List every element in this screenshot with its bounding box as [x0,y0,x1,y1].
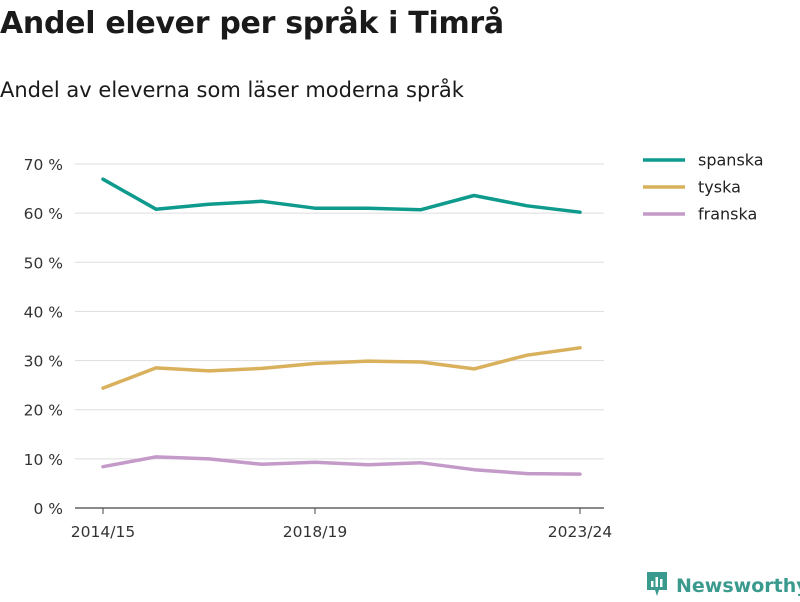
y-tick-label: 40 % [24,303,63,321]
x-tick-label: 2018/19 [283,523,347,541]
y-tick-label: 30 % [24,353,63,371]
x-tick-label: 2023/24 [548,523,612,541]
bar-chart-logo-icon [645,570,669,602]
y-tick-label: 20 % [24,402,63,420]
legend-label: spanska [698,151,764,170]
y-tick-label: 50 % [24,254,63,272]
x-tick-label: 2014/15 [71,523,135,541]
y-tick-label: 10 % [24,451,63,469]
y-tick-label: 60 % [24,205,63,223]
legend-label: franska [698,205,757,224]
legend-label: tyska [698,178,741,197]
series-lines [101,177,582,476]
brand-name: Newsworthy [676,575,800,597]
x-axis: 2014/15 2018/19 2023/24 [71,508,612,541]
chart-subtitle: Andel av eleverna som läser moderna språ… [0,78,464,102]
y-axis: 0 % 10 % 20 % 30 % 40 % 50 % 60 % 70 % [24,156,63,518]
series-line-tyska [101,346,582,390]
y-tick-label: 70 % [24,156,63,174]
series-line-spanska [101,177,582,214]
gridlines [75,163,604,509]
series-line-franska [101,455,582,476]
newsworthy-logo: Newsworthy [645,570,800,602]
y-tick-label: 0 % [33,500,63,518]
chart-title: Andel elever per språk i Timrå [0,6,504,41]
legend: spanska tyska franska [643,151,764,224]
